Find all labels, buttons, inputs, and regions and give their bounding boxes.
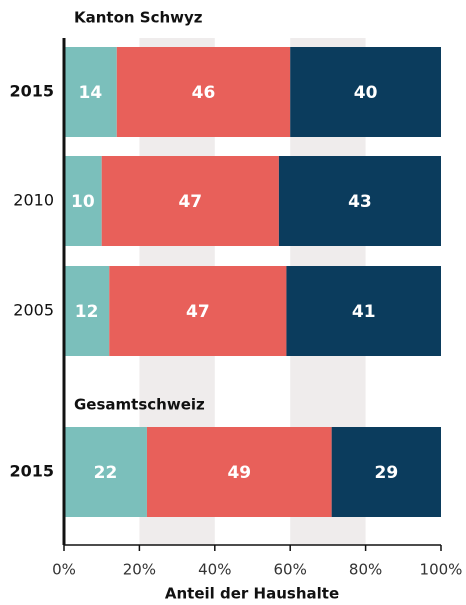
bar-segment bbox=[64, 47, 117, 137]
value-label: 14 bbox=[79, 83, 103, 103]
value-label: 46 bbox=[192, 83, 216, 103]
group-title: Gesamtschweiz bbox=[74, 396, 205, 414]
value-label: 47 bbox=[186, 302, 210, 322]
bar-segment bbox=[146, 427, 332, 517]
y-tick-label: 2015 bbox=[9, 82, 54, 101]
value-label: 10 bbox=[71, 192, 95, 212]
bar-segment bbox=[116, 47, 291, 137]
x-tick-label: 80% bbox=[349, 561, 382, 579]
value-label: 12 bbox=[75, 302, 99, 322]
value-label: 22 bbox=[94, 463, 118, 483]
bar-segment bbox=[290, 47, 441, 137]
bar-segment bbox=[286, 266, 441, 356]
bar-segment bbox=[109, 266, 287, 356]
value-label: 47 bbox=[178, 192, 202, 212]
bar-segment bbox=[64, 156, 102, 246]
value-label: 40 bbox=[354, 83, 378, 103]
bar-segment bbox=[331, 427, 441, 517]
bar-segment bbox=[101, 156, 279, 246]
bar-segment bbox=[64, 266, 110, 356]
x-tick-label: 0% bbox=[52, 561, 76, 579]
bar-segment bbox=[278, 156, 441, 246]
x-tick-label: 60% bbox=[274, 561, 307, 579]
x-tick-label: 100% bbox=[420, 561, 463, 579]
value-label: 29 bbox=[374, 463, 398, 483]
value-label: 43 bbox=[348, 192, 372, 212]
group-title: Kanton Schwyz bbox=[74, 9, 203, 27]
y-tick-label: 2010 bbox=[13, 191, 54, 210]
x-axis-label: Anteil der Haushalte bbox=[165, 585, 339, 603]
y-tick-label: 2005 bbox=[13, 301, 54, 320]
value-label: 41 bbox=[352, 302, 376, 322]
value-label: 49 bbox=[227, 463, 251, 483]
x-tick-label: 40% bbox=[198, 561, 231, 579]
y-tick-label: 2015 bbox=[9, 462, 54, 481]
x-tick-label: 20% bbox=[123, 561, 156, 579]
bar-segment bbox=[64, 427, 147, 517]
